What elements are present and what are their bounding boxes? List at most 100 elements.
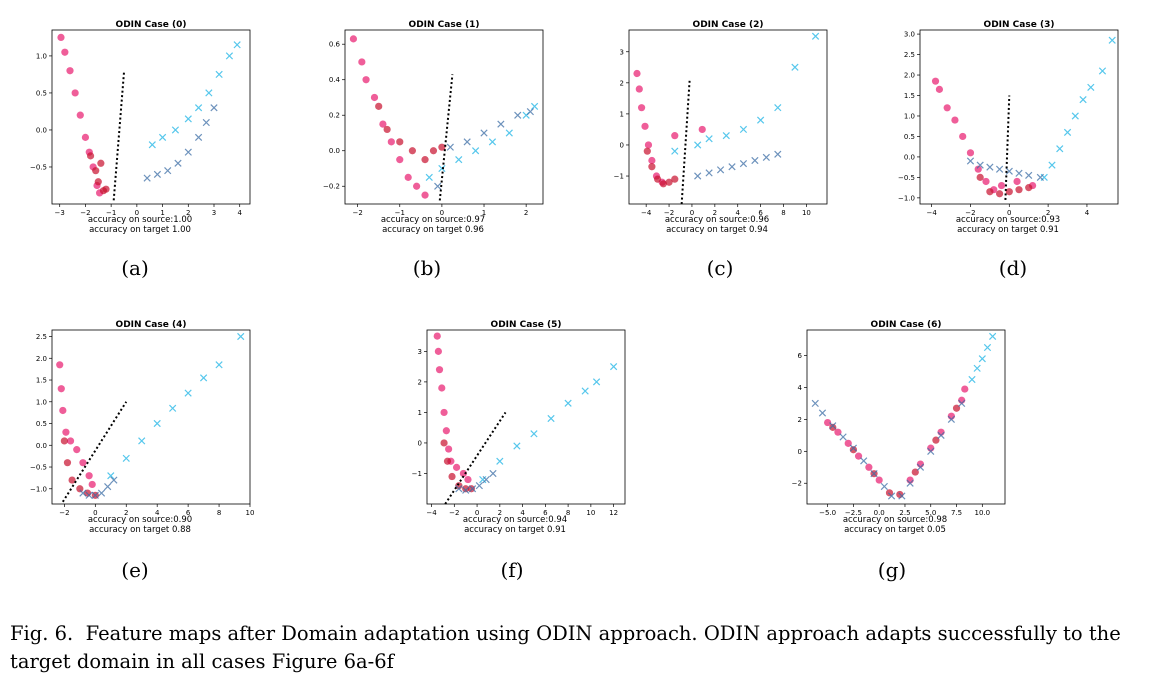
data-point	[66, 437, 75, 445]
x-tick-label: −1	[395, 209, 405, 217]
accuracy-target: accuracy on target 0.91	[957, 225, 1059, 235]
x-tick-label: −2	[352, 209, 362, 217]
data-point	[60, 437, 68, 445]
y-tick-label: 4	[798, 384, 803, 392]
accuracy-source: accuracy on source:0.96	[664, 215, 770, 225]
y-tick-label: 3	[418, 348, 422, 356]
accuracy-target: accuracy on target 0.94	[666, 225, 768, 235]
data-point	[791, 63, 799, 71]
chart-title: ODIN Case (5)	[491, 320, 562, 330]
data-point	[194, 133, 203, 141]
data-point	[446, 143, 454, 151]
data-point	[774, 104, 782, 112]
data-point	[974, 165, 982, 173]
data-point	[404, 173, 412, 181]
data-point	[464, 475, 472, 484]
data-point	[81, 133, 90, 141]
data-point	[215, 70, 223, 79]
data-point	[59, 406, 67, 415]
y-tick-label: 1.0	[36, 52, 47, 60]
panel-a: ODIN Case (0) −3 −2 −1 0 1 2 3 4 −0.5 0.0 0.5 1.0 ac…	[20, 18, 260, 240]
x-tick-label: −1	[106, 209, 116, 217]
data-point	[442, 427, 450, 435]
data-point	[434, 347, 442, 355]
x-tick-label: 0	[93, 509, 97, 517]
data-point	[479, 475, 487, 484]
sublabel-a: (a)	[121, 256, 149, 280]
y-tick-label: 6	[798, 352, 803, 360]
data-point	[475, 482, 483, 490]
data-point	[104, 482, 112, 491]
x-tick-label: 2	[124, 509, 128, 517]
y-tick-label: −0.5	[898, 174, 915, 182]
data-point	[530, 430, 538, 438]
data-point	[462, 485, 470, 493]
sublabel-c: (c)	[706, 256, 734, 280]
data-point	[1015, 169, 1023, 177]
data-point	[1063, 128, 1072, 136]
data-point	[171, 126, 180, 134]
data-point	[463, 138, 471, 146]
x-tick-label: 4	[155, 509, 160, 517]
x-tick-label: −4	[426, 509, 437, 517]
data-point	[205, 89, 213, 97]
data-point	[496, 457, 504, 465]
x-tick-label: 8	[217, 509, 221, 517]
sublabel-f: (f)	[500, 558, 524, 582]
x-tick-label: −2	[59, 509, 69, 517]
panel-e: ODIN Case (4) −2 0 2 4 6 8 10 −1.0 −0.5 0.0 0.5 1.0 1…	[20, 318, 260, 540]
data-point	[97, 489, 106, 497]
panel-g: ODIN Case (6) −5.0 −2.5 0.0 2.5 5.0 7.5 10.0 −2 0…	[775, 318, 1015, 540]
data-point	[995, 190, 1004, 198]
chart-b: ODIN Case (1) −2 −1 0 1 2 −0.2 0.0 0.2 0.4 0.6	[323, 20, 544, 217]
data-point	[654, 175, 662, 183]
y-tick-label: 0.0	[329, 147, 340, 155]
x-tick-label: −2	[449, 509, 459, 517]
chart-d: ODIN Case (3) −4 −2 0 2 4 −1.0 −0.5 0.0 0.5 1.0 1.5…	[898, 20, 1119, 217]
data-point	[440, 408, 448, 417]
y-tick-label: 1.0	[36, 398, 47, 406]
data-point	[184, 148, 192, 156]
data-point	[63, 459, 72, 467]
data-point	[1098, 67, 1107, 75]
data-point	[865, 463, 873, 471]
chart-a: ODIN Case (0) −3 −2 −1 0 1 2 3 4 −0.5 0.0 0.5 1.0	[30, 20, 251, 217]
data-point	[997, 181, 1006, 190]
data-point	[513, 442, 521, 450]
y-tick-label: 0.5	[36, 420, 47, 428]
plot-frame	[628, 29, 828, 205]
data-point	[635, 85, 643, 93]
data-point	[705, 169, 713, 177]
x-tick-label: −5.0	[819, 509, 836, 517]
data-point	[471, 147, 480, 155]
data-point	[174, 159, 182, 167]
decision-boundary	[438, 74, 454, 201]
data-point	[839, 433, 847, 441]
data-point	[728, 163, 736, 171]
data-point	[860, 457, 868, 465]
plot-frame	[919, 29, 1119, 205]
data-point	[958, 399, 966, 408]
y-tick-label: −1.0	[30, 485, 47, 493]
data-point	[233, 41, 241, 49]
data-point	[88, 480, 96, 489]
plot-frame	[806, 329, 1006, 505]
data-point	[1048, 161, 1056, 169]
data-point	[592, 378, 601, 386]
decision-boundary	[61, 401, 128, 503]
data-point	[440, 439, 448, 447]
y-tick-label: 2	[620, 79, 624, 87]
data-point	[421, 156, 429, 164]
data-point	[438, 143, 446, 151]
x-tick-label: 1	[482, 209, 486, 217]
x-tick-label: 8	[781, 209, 785, 217]
accuracy-source: accuracy on source:0.93	[955, 215, 1061, 225]
data-point	[751, 156, 759, 165]
data-point	[986, 163, 994, 171]
data-point	[448, 472, 456, 481]
x-tick-label: 4	[1085, 209, 1090, 217]
data-point	[169, 404, 177, 412]
data-point	[811, 32, 820, 40]
plot-frame	[344, 29, 544, 205]
